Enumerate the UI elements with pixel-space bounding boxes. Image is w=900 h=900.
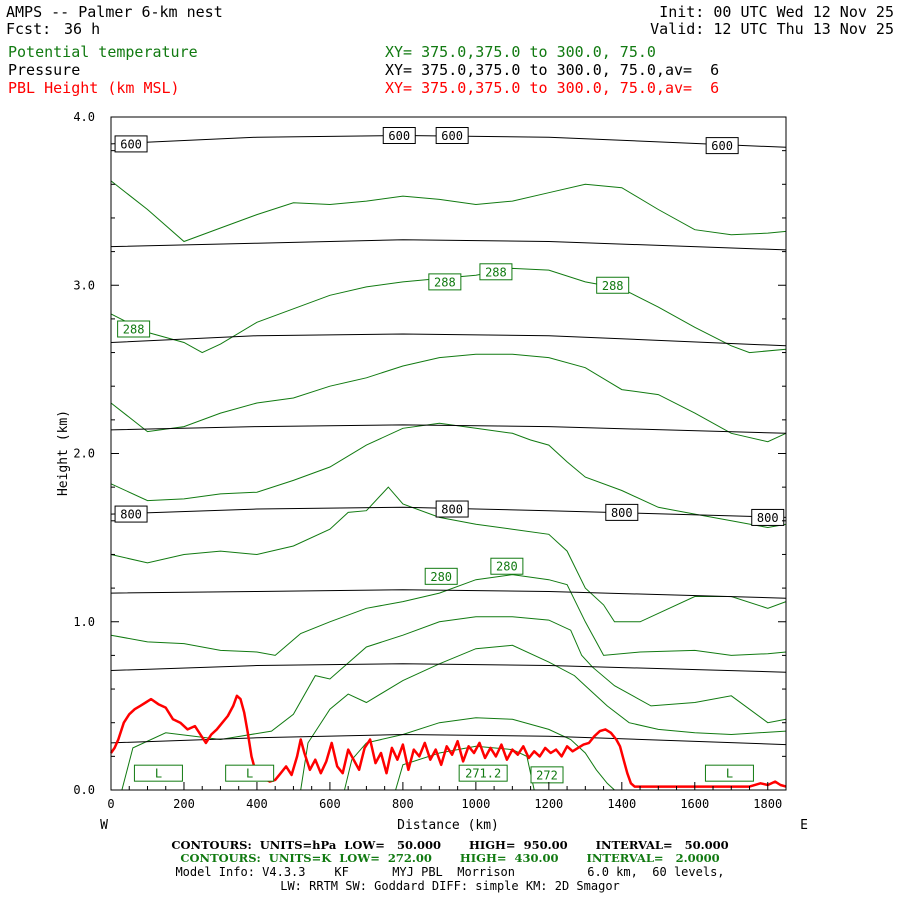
svg-text:280: 280 (430, 570, 452, 584)
pressure-label-5: 800 (435, 500, 469, 518)
theta-contour-0 (110, 180, 787, 243)
pressure-contour-3 (110, 424, 787, 434)
pressure-contour-7 (110, 733, 787, 746)
theta-label-6: 271.2 (458, 764, 508, 782)
east-label: E (800, 818, 808, 833)
x-tick-label-0: 0 (107, 797, 114, 811)
pressure-label-6: 800 (605, 503, 639, 521)
theta-label-1: 288 (428, 273, 462, 291)
pressure-label-3: 600 (705, 137, 739, 155)
plot-frame (110, 116, 787, 791)
svg-text:600: 600 (441, 129, 463, 143)
theta-contour-5 (110, 574, 787, 656)
theta-label-2: 288 (479, 263, 513, 281)
forecast-hour: 36 h (64, 20, 101, 38)
pbl-layer (109, 694, 787, 788)
theta-contour-7 (300, 644, 787, 791)
xy-theta: XY= 375.0,375.0 to 300.0, 75.0 (385, 43, 656, 61)
valid-time: Valid: 12 UTC Thu 13 Nov 25 (650, 20, 894, 38)
svg-text:271.2: 271.2 (465, 767, 501, 781)
footer-model-info: Model Info: V4.3.3 KF MYJ PBL Morrison 6… (175, 865, 725, 879)
forecast-label: Fcst: (6, 20, 52, 38)
theta-label-0: 288 (117, 320, 151, 338)
theta-contour-3 (110, 422, 787, 529)
low-label-2: L (704, 764, 754, 782)
svg-text:288: 288 (434, 275, 456, 289)
theta-contour-4 (110, 486, 787, 623)
pressure-contour-5 (110, 589, 787, 599)
theta-label-3: 288 (596, 276, 630, 294)
y-tick-label-4: 4.0 (73, 110, 95, 124)
x-tick-label-2: 400 (246, 797, 268, 811)
x-tick-label-3: 600 (319, 797, 341, 811)
west-label: W (100, 818, 108, 833)
y-axis-label: Height (km) (56, 410, 71, 496)
svg-text:288: 288 (602, 279, 624, 293)
x-tick-label-6: 1200 (534, 797, 563, 811)
legend-pbl: PBL Height (km MSL) (8, 79, 180, 97)
svg-text:600: 600 (711, 139, 733, 153)
y-tick-label-0: 0.0 (73, 783, 95, 797)
x-tick-label-8: 1600 (680, 797, 709, 811)
low-label-1: L (225, 764, 275, 782)
legend-pressure: Pressure (8, 61, 81, 79)
svg-text:800: 800 (757, 511, 779, 525)
svg-text:L: L (726, 767, 733, 781)
footer-contours-theta: CONTOURS: UNITS=K LOW= 272.00 HIGH= 430.… (180, 851, 720, 865)
model-title: AMPS -- Palmer 6-km nest (6, 3, 223, 21)
theta-label-5: 280 (490, 557, 524, 575)
x-tick-label-4: 800 (392, 797, 414, 811)
svg-text:600: 600 (120, 137, 142, 151)
footer-model-info-2: LW: RRTM SW: Goddard DIFF: simple KM: 2D… (280, 879, 620, 893)
theta-contour-6 (121, 616, 787, 791)
legend-theta: Potential temperature (8, 43, 198, 61)
pressure-contour-6 (110, 663, 787, 673)
xy-pbl: XY= 375.0,375.0 to 300.0, 75.0,av= 6 (385, 79, 720, 97)
svg-text:600: 600 (388, 129, 410, 143)
svg-text:L: L (246, 767, 253, 781)
svg-text:800: 800 (611, 506, 633, 520)
low-label-0: L (133, 764, 183, 782)
svg-text:800: 800 (120, 508, 142, 522)
pressure-contour-1 (110, 239, 787, 251)
theta-contours (110, 180, 787, 791)
theta-label-4: 280 (424, 567, 458, 585)
pressure-label-0: 600 (114, 135, 148, 153)
pbl-height-line (109, 694, 787, 788)
x-tick-label-1: 200 (173, 797, 195, 811)
pressure-label-7: 800 (751, 508, 785, 526)
y-tick-label-1: 1.0 (73, 615, 95, 629)
svg-text:288: 288 (485, 265, 507, 279)
y-tick-label-2: 2.0 (73, 447, 95, 461)
contour-labels: 600 600 600 600 800 800 800 800 288 288 288 288 280 2… (114, 127, 785, 784)
xy-pressure: XY= 375.0,375.0 to 300.0, 75.0,av= 6 (385, 61, 720, 79)
x-tick-label-9: 1800 (753, 797, 782, 811)
footer-contours-pressure: CONTOURS: UNITS=hPa LOW= 50.000 HIGH= 95… (171, 838, 729, 852)
pressure-label-4: 800 (114, 505, 148, 523)
svg-text:800: 800 (441, 503, 463, 517)
axes: 0 200 400 600 800 1000 1200 1400 1600 1800 0.0 1.0 2… (73, 110, 787, 811)
x-tick-label-5: 1000 (461, 797, 490, 811)
pressure-contours (110, 134, 787, 746)
svg-text:288: 288 (123, 322, 145, 336)
theta-label-7: 272 (530, 766, 564, 784)
svg-text:L: L (155, 767, 162, 781)
pressure-label-1: 600 (382, 127, 416, 145)
y-tick-label-3: 3.0 (73, 278, 95, 292)
x-tick-label-7: 1400 (607, 797, 636, 811)
svg-text:272: 272 (536, 768, 558, 782)
theta-contour-2 (110, 353, 787, 443)
pressure-label-2: 600 (435, 127, 469, 145)
x-axis-label: Distance (km) (397, 818, 499, 833)
svg-text:280: 280 (496, 560, 518, 574)
pressure-contour-2 (110, 333, 787, 347)
init-time: Init: 00 UTC Wed 12 Nov 25 (659, 3, 894, 21)
